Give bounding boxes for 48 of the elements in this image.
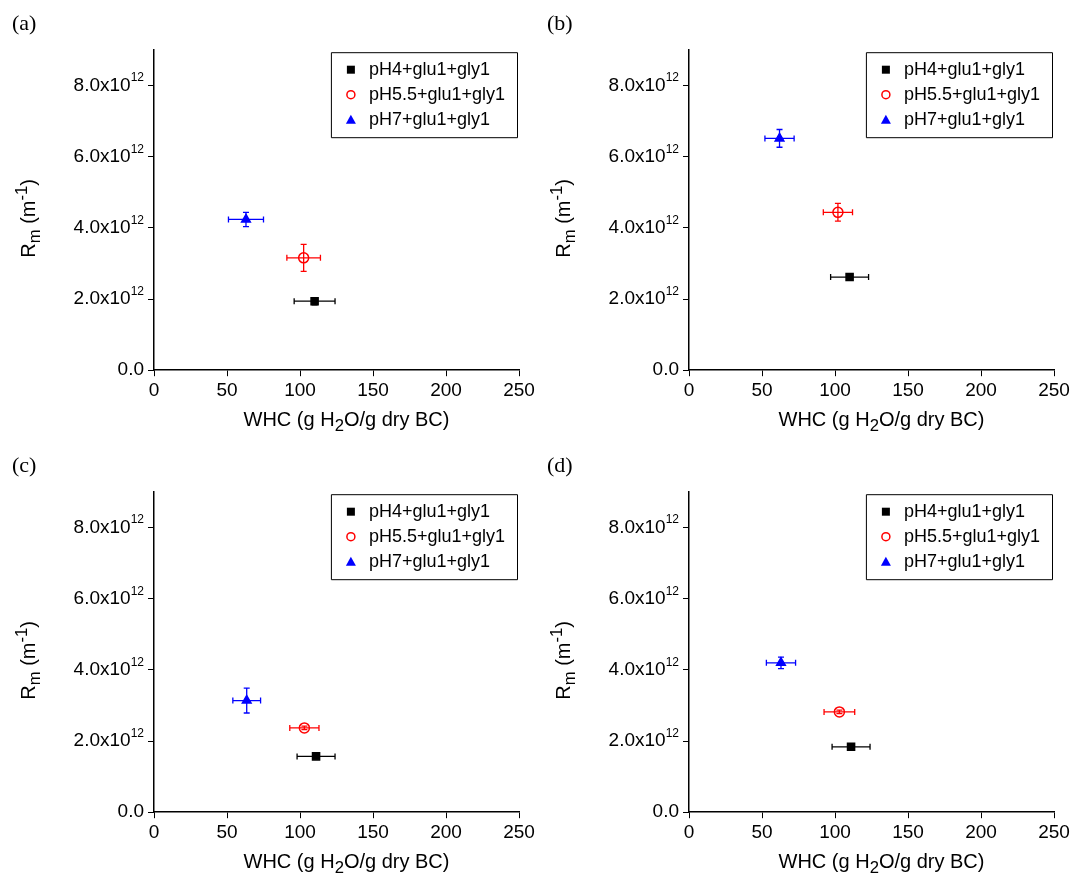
x-tick-label: 200: [430, 378, 462, 400]
x-axis-title: WHC (g H$_{2}$O/g dry BC): [777, 850, 986, 878]
x-tick-label: 50: [751, 820, 773, 842]
y-tick-label: 0.0: [652, 800, 680, 822]
x-tick-label: 0: [148, 378, 160, 400]
legend-label: pH4+glu1+gly1: [903, 500, 1025, 521]
y-tick-label: 0.0: [117, 358, 145, 380]
x-tick-label: 50: [751, 378, 773, 400]
x-tick-label: 50: [216, 378, 238, 400]
x-tick-label: 50: [216, 820, 238, 842]
legend-label: pH4+glu1+gly1: [368, 500, 490, 521]
x-tick-label: 150: [357, 378, 389, 400]
chart-title: (c): [12, 452, 37, 478]
legend-label: pH7+glu1+gly1: [903, 108, 1025, 129]
x-tick-label: 150: [892, 820, 924, 842]
x-tick-label: 250: [1038, 820, 1070, 842]
legend-label: pH4+glu1+gly1: [903, 58, 1025, 79]
chart-title: (d): [547, 452, 573, 478]
legend-label: pH4+glu1+gly1: [368, 58, 490, 79]
chart-title: (b): [547, 10, 573, 36]
x-tick-label: 250: [503, 820, 535, 842]
legend-label: pH5.5+glu1+gly1: [903, 83, 1040, 104]
x-tick-label: 0: [148, 820, 160, 842]
x-tick-label: 0: [683, 378, 695, 400]
x-tick-label: 200: [965, 820, 997, 842]
legend-label: pH5.5+glu1+gly1: [368, 83, 505, 104]
x-tick-label: 100: [819, 378, 851, 400]
legend-label: pH5.5+glu1+gly1: [368, 525, 505, 546]
legend-label: pH5.5+glu1+gly1: [903, 525, 1040, 546]
x-tick-label: 100: [284, 378, 316, 400]
x-axis-title: WHC (g H$_{2}$O/g dry BC): [777, 408, 986, 436]
x-tick-label: 200: [965, 378, 997, 400]
x-tick-label: 150: [892, 378, 924, 400]
x-tick-label: 250: [1038, 378, 1070, 400]
x-tick-label: 100: [819, 820, 851, 842]
x-tick-label: 250: [503, 378, 535, 400]
chart-title: (a): [12, 10, 37, 36]
x-tick-label: 0: [683, 820, 695, 842]
x-tick-label: 100: [284, 820, 316, 842]
x-axis-title: WHC (g H$_{2}$O/g dry BC): [242, 408, 451, 436]
legend-label: pH7+glu1+gly1: [368, 550, 490, 571]
y-tick-label: 0.0: [117, 800, 145, 822]
x-tick-label: 150: [357, 820, 389, 842]
x-axis-title: WHC (g H$_{2}$O/g dry BC): [242, 850, 451, 878]
y-tick-label: 0.0: [652, 358, 680, 380]
legend-label: pH7+glu1+gly1: [903, 550, 1025, 571]
x-tick-label: 200: [430, 820, 462, 842]
legend-label: pH7+glu1+gly1: [368, 108, 490, 129]
